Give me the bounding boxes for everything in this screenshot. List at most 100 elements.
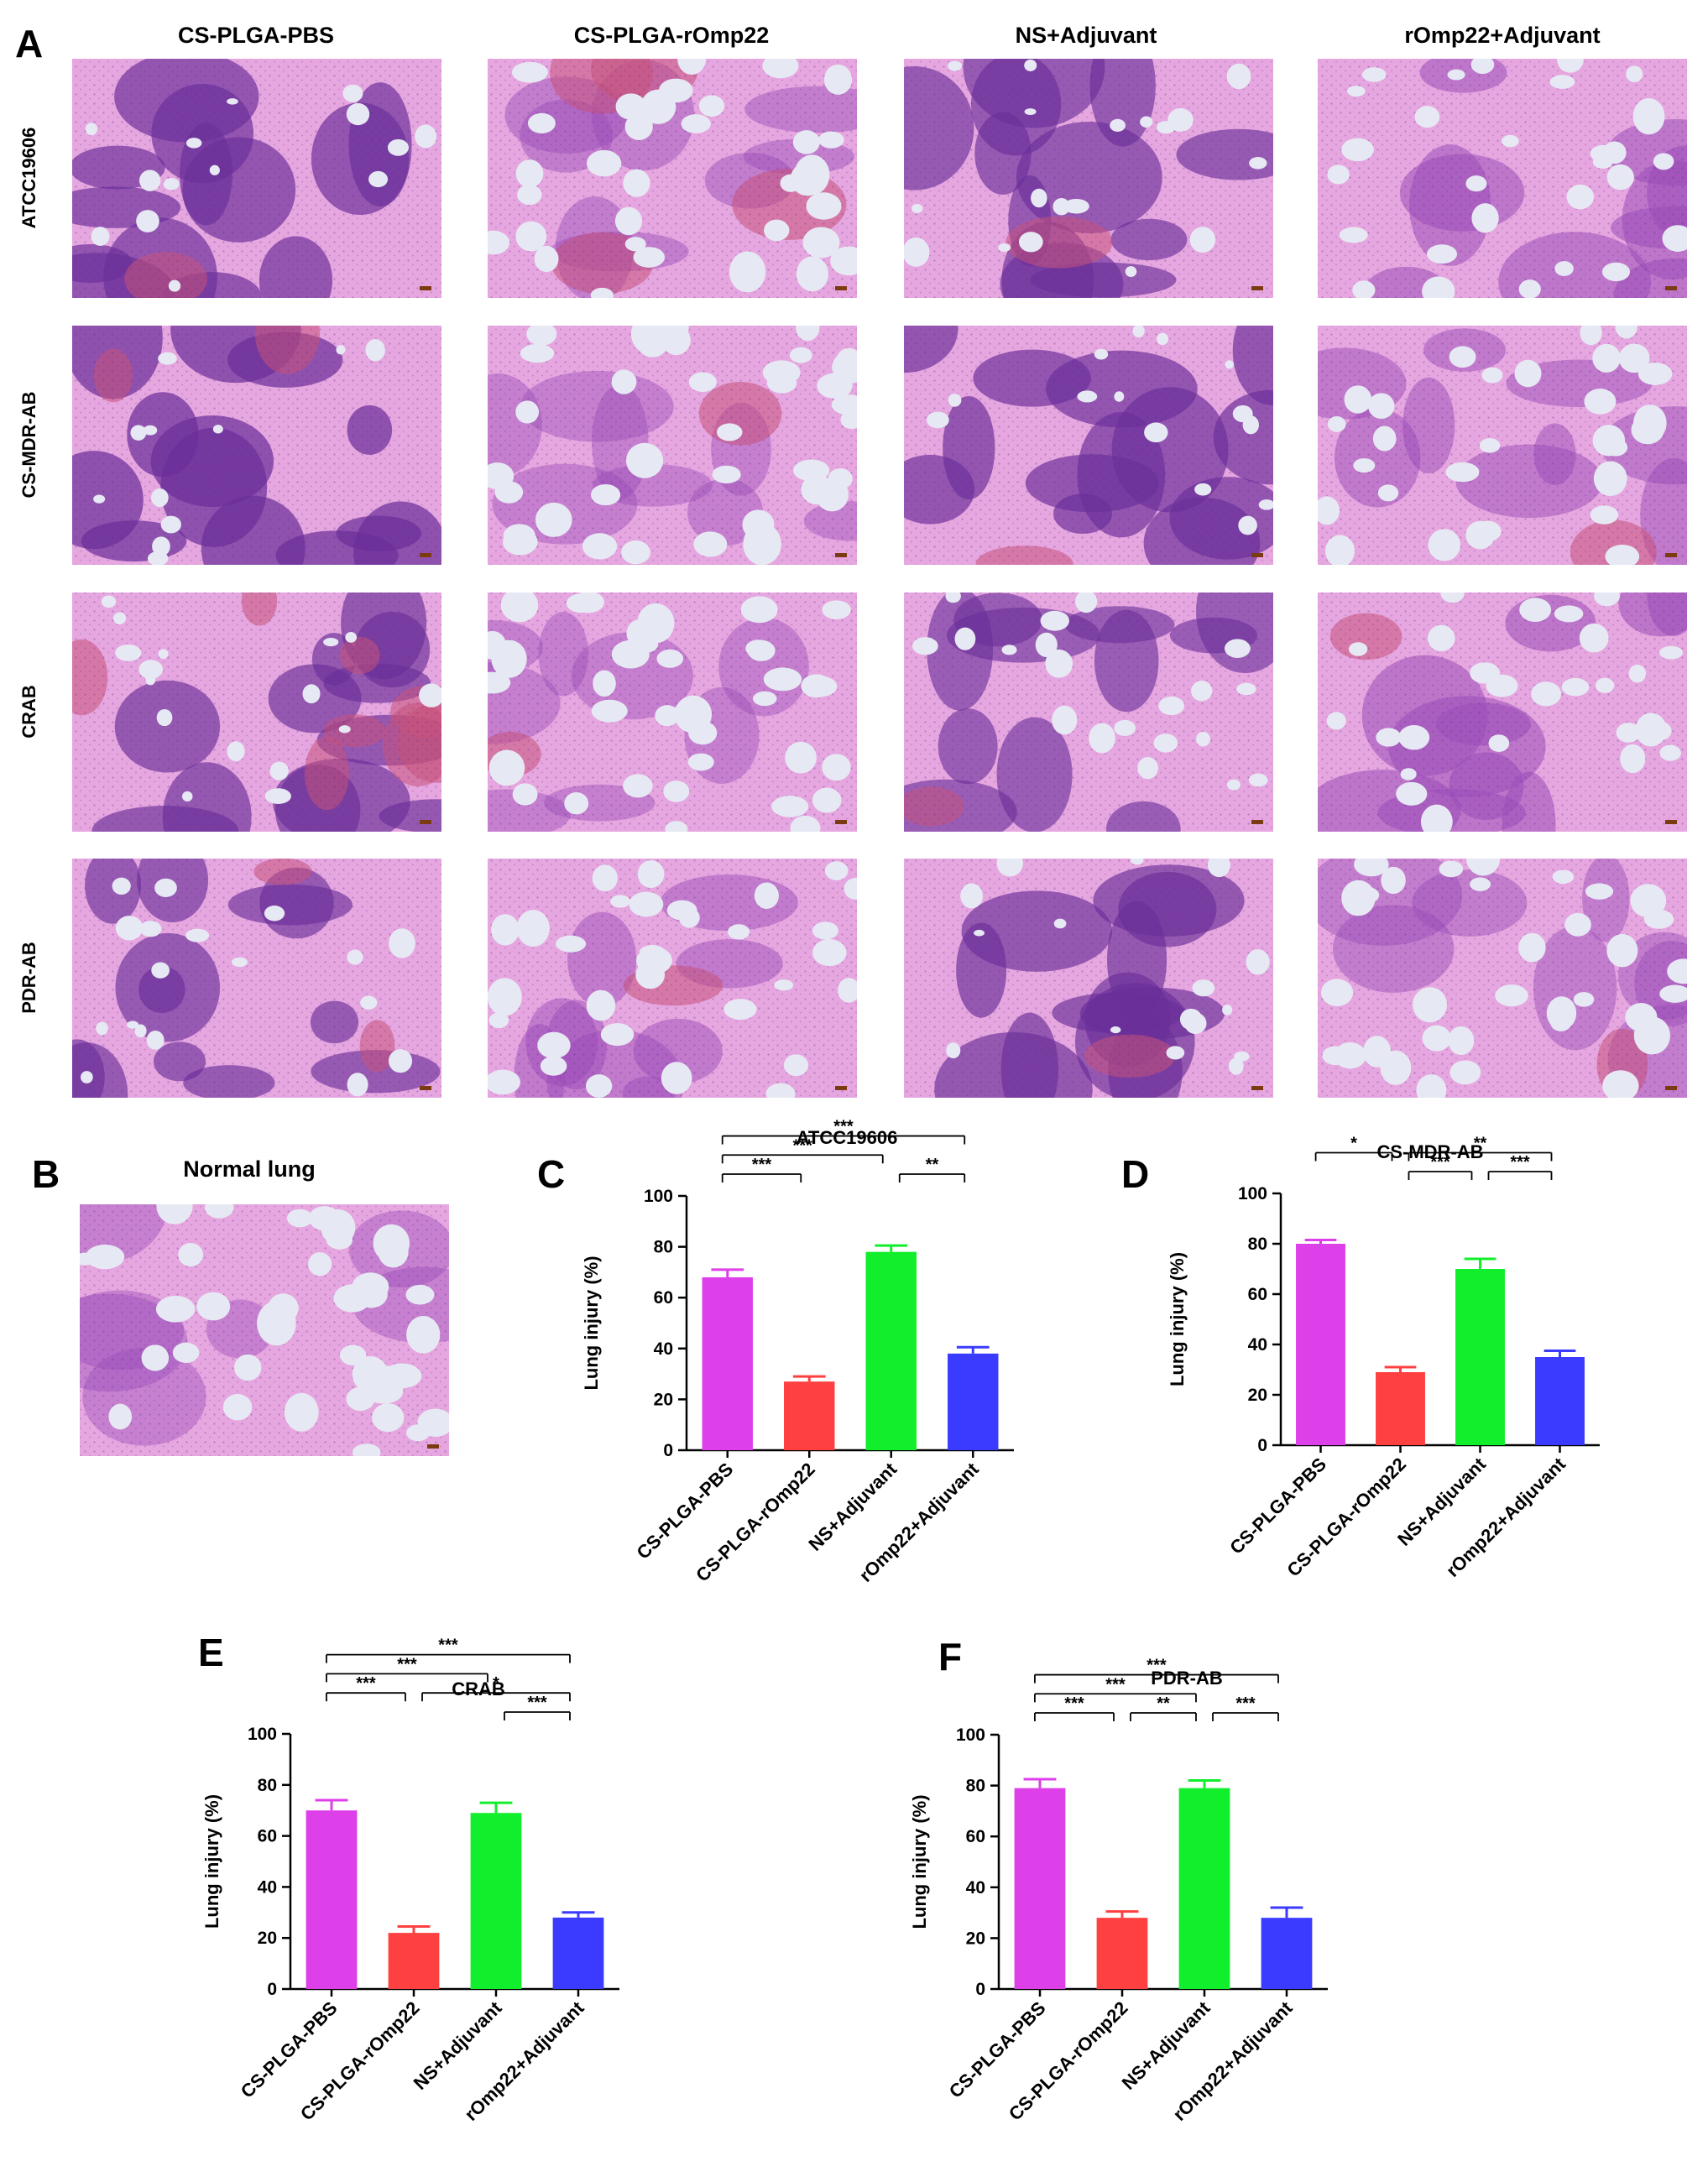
- alveolar-space: [1248, 773, 1268, 787]
- alveolar-space: [1557, 59, 1584, 73]
- alveolar-space: [91, 227, 110, 247]
- scale-bar: [1251, 1086, 1263, 1090]
- alveolar-space: [1579, 623, 1609, 653]
- alveolar-space: [163, 178, 180, 191]
- alveolar-space: [1236, 682, 1256, 696]
- alveolar-space: [912, 637, 938, 655]
- alveolar-space: [698, 95, 725, 117]
- alveolar-space: [1445, 462, 1480, 483]
- alveolar-space: [360, 995, 378, 1010]
- alveolar-space: [1045, 649, 1073, 678]
- micrograph-r1-c4: [1318, 59, 1687, 298]
- alveolar-space: [785, 741, 817, 774]
- scale-bar: [420, 286, 431, 290]
- alveolar-space: [1228, 1057, 1244, 1075]
- alveolar-space: [222, 1394, 253, 1421]
- alveolar-space: [591, 699, 628, 723]
- panel-a: A CS-PLGA-PBS CS-PLGA-rOmp22 NS+Adjuvant…: [15, 22, 1687, 1098]
- significance-label: ***: [833, 1118, 854, 1136]
- alveolar-space: [615, 93, 646, 120]
- alveolar-space: [178, 1242, 204, 1267]
- alveolar-space: [417, 1408, 449, 1437]
- alveolar-space: [196, 1292, 231, 1321]
- alveolar-space: [1633, 1016, 1671, 1055]
- alveolar-space: [346, 102, 370, 126]
- alveolar-space: [830, 246, 857, 276]
- alveolar-space: [96, 1021, 108, 1036]
- alveolar-space: [926, 411, 949, 429]
- micrograph-r3-c4: [1318, 593, 1687, 832]
- scale-bar: [1251, 286, 1263, 290]
- alveolar-space: [592, 864, 618, 892]
- significance-label: **: [926, 1156, 939, 1174]
- alveolar-space: [728, 924, 750, 940]
- alveolar-space: [1595, 677, 1615, 693]
- alveolar-space: [1601, 262, 1631, 282]
- alveolar-space: [1593, 461, 1627, 497]
- alveolar-space: [534, 245, 559, 273]
- alveolar-space: [1426, 244, 1458, 264]
- alveolar-space: [1633, 405, 1667, 442]
- alveolar-space: [1481, 367, 1503, 384]
- alveolar-space: [150, 488, 169, 508]
- alveolar-space: [368, 170, 389, 188]
- alveolar-space: [636, 947, 672, 974]
- alveolar-space: [134, 1024, 147, 1038]
- significance-label: ***: [438, 1637, 458, 1655]
- alveolar-space: [1502, 134, 1519, 148]
- alveolar-space: [323, 637, 339, 647]
- alveolar-space: [308, 1252, 332, 1276]
- alveolar-space: [101, 595, 117, 608]
- y-tick-label: 40: [966, 1878, 985, 1898]
- micrograph-r1-c2: [488, 59, 857, 298]
- alveolar-space: [1606, 164, 1634, 191]
- alveolar-space: [1327, 164, 1350, 185]
- y-tick-label: 40: [258, 1877, 277, 1897]
- bar-2: [1096, 1918, 1148, 1989]
- alveolar-space: [740, 596, 778, 624]
- alveolar-space: [1488, 734, 1510, 752]
- alveolar-space: [1381, 866, 1406, 895]
- alveolar-space: [209, 164, 220, 175]
- alveolar-space: [623, 774, 653, 798]
- alveolar-space: [1471, 203, 1499, 233]
- bar-2: [784, 1381, 835, 1450]
- significance-label: ***: [1105, 1675, 1126, 1694]
- alveolar-space: [904, 237, 930, 267]
- alveolar-space: [1447, 69, 1465, 81]
- y-tick-label: 20: [258, 1929, 277, 1948]
- alveolar-space: [1326, 712, 1346, 730]
- alveolar-space: [1258, 499, 1273, 510]
- alveolar-space: [1226, 779, 1241, 791]
- alveolar-space: [1615, 326, 1637, 339]
- alveolar-space: [614, 206, 643, 236]
- alveolar-space: [802, 227, 840, 258]
- bar-1: [702, 1276, 753, 1450]
- y-tick-label: 20: [966, 1929, 985, 1948]
- panel-b: B Normal lung: [32, 1152, 449, 1456]
- normal-lung-title: Normal lung: [183, 1156, 316, 1182]
- alveolar-space: [688, 721, 718, 745]
- y-tick-label: 100: [956, 1725, 985, 1745]
- alveolar-space: [693, 531, 728, 557]
- alveolar-space: [1348, 642, 1368, 656]
- alveolar-space: [1376, 728, 1402, 747]
- alveolar-space: [160, 515, 181, 534]
- alveolar-space: [1189, 227, 1216, 253]
- alveolar-space: [1327, 415, 1346, 432]
- alveolar-space: [269, 761, 289, 780]
- alveolar-space: [352, 1355, 389, 1393]
- alveolar-space: [1341, 138, 1374, 162]
- alveolar-space: [1114, 391, 1125, 402]
- alveolar-space: [623, 169, 650, 197]
- alveolar-space: [141, 1344, 170, 1371]
- alveolar-space: [1125, 266, 1137, 278]
- micrograph-r4-c4: [1318, 859, 1687, 1098]
- alveolar-space: [1653, 153, 1674, 170]
- panel-letter-c: C: [537, 1152, 565, 1196]
- alveolar-space: [93, 494, 106, 504]
- row-label-cs-mdr-ab: CS-MDR-AB: [18, 391, 39, 498]
- alveolar-space: [1344, 385, 1372, 414]
- alveolar-space: [629, 891, 664, 917]
- alveolar-space: [512, 783, 538, 806]
